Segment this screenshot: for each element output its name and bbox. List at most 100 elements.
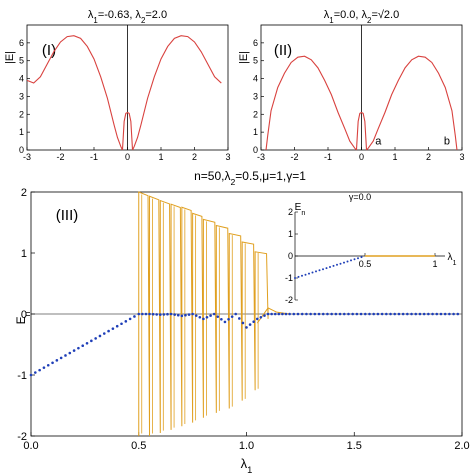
edge-state-dot [456,312,460,316]
inset-edge-dot [325,267,328,270]
x-tick-label: 2 [192,152,197,162]
y-tick-label: 6 [253,38,258,48]
edge-state-dot [124,320,128,323]
inset-edge-dot [315,270,317,273]
edge-state-dot [212,312,216,316]
edge-state-dot [148,312,151,316]
edge-state-dot [29,373,33,377]
edge-state-dot [292,312,296,316]
edge-state-dot [368,312,371,316]
edge-state-dot [305,312,308,316]
edge-state-dot [38,368,41,372]
inset-edge-dot [308,272,310,275]
y-tick-label: 3 [253,91,258,101]
inset-edge-dot [304,273,307,276]
edge-state-dot [317,312,321,316]
inset-edge-dot [339,262,342,265]
edge-state-dot [141,312,144,316]
edge-state-dot [309,312,312,316]
edge-state-dot [115,324,119,328]
panel-I: -3 -2 -1 0 1 2 3 0 1 2 3 4 5 6|E| λ1=-0.63, λ2=2.0 (I) [4,9,231,162]
edge-state-dot [452,312,455,316]
edge-state-dot [238,317,241,320]
y-tick-label: 0 [21,309,27,321]
edge-state-dot [85,341,89,345]
edge-state-dot [227,317,230,321]
edge-state-dot [90,339,93,343]
edge-state-dot [389,312,392,316]
y-tick-label: 0 [19,145,24,155]
x-tick-label: 2.0 [454,440,469,452]
edge-state-dot [355,312,359,316]
x-tick-label: -2 [290,152,298,162]
edge-state-dot [111,327,115,330]
edge-state-dot [102,332,106,335]
edge-state-dot [281,312,284,316]
edge-state-dot [372,312,375,316]
edge-state-dot [266,312,270,316]
x-tick-label: 1.0 [239,440,254,452]
bulk-band-path [138,191,269,437]
edge-state-dot [98,334,102,338]
inset-edge-dot [360,256,363,259]
edge-state-dot [184,313,187,317]
edge-state-dot [313,312,317,316]
edge-state-dot [380,312,384,316]
edge-state-dot [55,359,59,362]
inset-edge-dot [329,266,331,268]
edge-state-dot [448,312,451,316]
edge-state-dot [288,312,291,316]
edge-state-dot [284,312,288,316]
edge-state-dot [263,314,266,317]
edge-state-dot [81,344,85,348]
edge-state-dot [151,312,155,316]
y-tick-label: 2 [253,109,258,119]
series-line [121,111,134,151]
y-axis-label: |E| [4,51,16,64]
x-tick-label: -1 [90,152,98,162]
panel-III: n=50,λ2=0.5,μ=1,γ=1 0.0 0.5 1.0 1.5 2.0 -2 -1 0 1… [14,169,470,474]
y-axis-label: |E| [238,51,250,64]
x-tick-label: 0.0 [23,440,38,452]
edge-state-dot [252,320,255,324]
edge-state-dot [77,346,80,350]
bulk-band-tail [256,307,290,324]
edge-state-dot [376,312,380,316]
edge-state-dot [296,312,300,316]
inset-edge-dot [332,264,335,267]
edge-state-dot [422,312,426,316]
edge-state-dot [72,349,76,352]
edge-state-dot [435,312,439,316]
edge-state-dot [46,363,50,367]
inset-edge-dot [336,263,338,266]
edge-state-dot [326,312,329,316]
edge-state-dot [169,312,173,316]
x-tick-label: 0.5 [131,440,146,452]
y-tick-label: 2 [21,187,27,199]
edge-state-dot [241,321,245,325]
inset-edge-dot [346,260,349,263]
edge-state-dot [300,312,304,316]
y-tick-label: -2 [17,431,27,443]
panel-title: λ1=-0.63, λ2=2.0 [88,9,167,25]
edge-state-dot [431,312,434,316]
edge-state-dot [401,312,405,316]
y-tick-label: 1 [21,248,27,260]
edge-state-dot [133,315,136,318]
panel-label: (I) [42,42,56,59]
y-tick-label: -1 [17,370,27,382]
edge-state-dot [234,312,238,316]
edge-state-dot [385,312,388,316]
edge-state-dot [34,371,37,374]
inset-y-tick-label: 2 [288,207,293,217]
edge-state-dot [194,314,198,317]
x-tick-label: 3 [225,152,230,162]
inset-edge-dot [350,259,352,262]
inset-y-tick-label: 0 [288,251,293,261]
edge-state-dot [351,312,354,316]
edge-state-dot [245,326,248,329]
series-line [265,55,357,151]
edge-state-dot [202,317,205,321]
edge-state-dot [410,312,413,316]
y-tick-label: 3 [19,91,24,101]
